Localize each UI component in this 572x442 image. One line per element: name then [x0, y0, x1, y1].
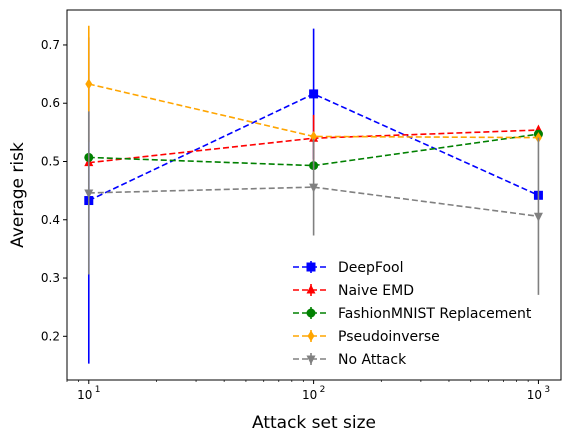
y-tick-label: 0.3 — [41, 271, 60, 285]
y-tick-label: 0.6 — [41, 96, 60, 110]
legend-label: DeepFool — [338, 260, 403, 276]
data-point — [84, 189, 94, 199]
legend-marker — [307, 330, 315, 342]
data-point — [310, 130, 318, 142]
y-tick-label: 0.5 — [41, 154, 60, 168]
legend-item: DeepFool — [293, 260, 403, 276]
legend-marker — [306, 262, 316, 272]
legend: DeepFool Naive EMD FashionMNIST Replacemen… — [293, 260, 532, 368]
x-tick-exponent: 1 — [95, 385, 101, 395]
legend-label: Pseudoinverse — [338, 329, 440, 345]
y-tick-label: 0.4 — [41, 213, 60, 227]
x-tick-label: 10 — [527, 388, 542, 402]
data-point — [533, 212, 543, 222]
legend-label: Naive EMD — [338, 283, 414, 299]
legend-item: No Attack — [293, 352, 407, 368]
x-axis: 10 1 10 2 10 3 — [66, 380, 550, 402]
y-axis: 0.2 0.3 0.4 0.5 0.6 0.7 — [41, 38, 67, 343]
plot-area — [84, 25, 543, 364]
data-point — [309, 183, 319, 193]
legend-label: No Attack — [338, 352, 407, 368]
x-tick-exponent: 2 — [320, 385, 326, 395]
legend-marker — [306, 355, 316, 365]
y-tick-label: 0.2 — [41, 329, 60, 343]
data-point — [85, 78, 93, 90]
x-tick-label: 10 — [302, 388, 317, 402]
x-tick-exponent: 3 — [544, 385, 550, 395]
legend-item: Naive EMD — [293, 283, 414, 299]
y-axis-title: Average risk — [8, 142, 28, 248]
x-axis-title: Attack set size — [252, 413, 376, 433]
y-tick-label: 0.7 — [41, 38, 60, 52]
legend-item: Pseudoinverse — [293, 329, 440, 345]
data-point — [309, 89, 319, 99]
series-no-attack — [84, 111, 543, 295]
series-line — [88, 186, 539, 218]
x-tick-label: 10 — [77, 388, 92, 402]
series-line — [88, 133, 539, 167]
legend-marker — [306, 308, 316, 318]
legend-marker — [306, 284, 316, 294]
legend-item: FashionMNIST Replacement — [293, 306, 532, 322]
legend-label: FashionMNIST Replacement — [338, 306, 532, 322]
